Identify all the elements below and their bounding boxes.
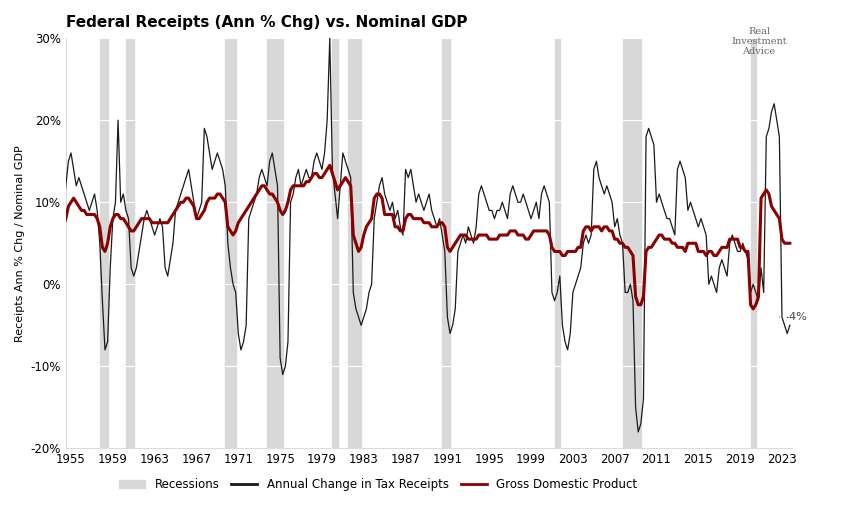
Bar (332, 38, 338, 448)
Text: Real
Investment
Advice: Real Investment Advice (731, 27, 787, 56)
Y-axis label: Receipts Ann % Chg / Nominal GDP: Receipts Ann % Chg / Nominal GDP (15, 145, 25, 342)
Bar (267, 38, 282, 448)
Legend: Recessions, Annual Change in Tax Receipts, Gross Domestic Product: Recessions, Annual Change in Tax Receipt… (114, 473, 642, 496)
Text: Federal Receipts (Ann % Chg) vs. Nominal GDP: Federal Receipts (Ann % Chg) vs. Nominal… (66, 15, 467, 30)
Bar (100, 38, 108, 448)
Bar (750, 38, 756, 448)
Bar (622, 38, 641, 448)
Bar (555, 38, 560, 448)
Bar (126, 38, 134, 448)
Text: -4%: -4% (779, 312, 806, 322)
Bar (348, 38, 361, 448)
Bar (442, 38, 450, 448)
Bar (226, 38, 236, 448)
